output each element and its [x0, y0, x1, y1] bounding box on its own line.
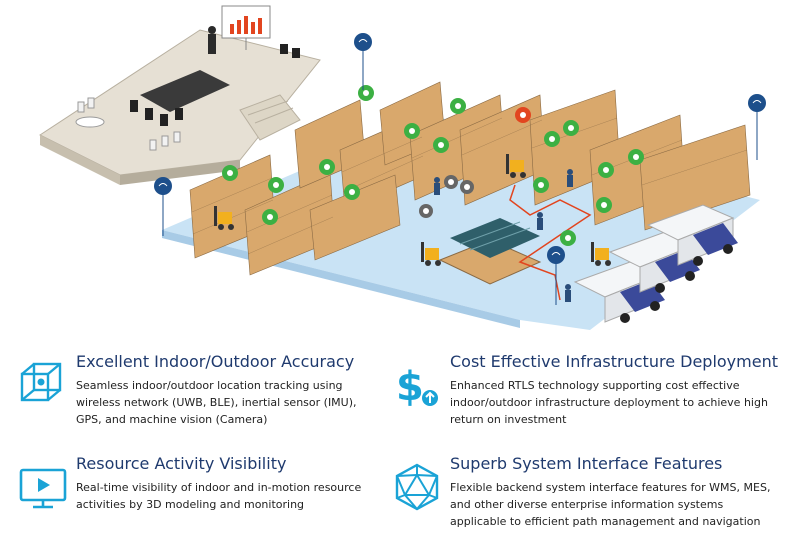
- location-pin-icon: [344, 184, 360, 200]
- location-tags: [222, 85, 644, 246]
- svg-text:$: $: [396, 364, 424, 410]
- location-pin-icon: [560, 230, 576, 246]
- location-pin-icon: [450, 98, 466, 114]
- meeting-room: [38, 5, 321, 185]
- wireless-anchor-icon: [354, 33, 372, 90]
- location-pin-icon: [544, 131, 560, 147]
- location-pin-icon: [262, 209, 278, 225]
- feature-title: Excellent Indoor/Outdoor Accuracy: [76, 352, 355, 371]
- worker-icon: [434, 169, 573, 302]
- feature-title: Resource Activity Visibility: [76, 454, 287, 473]
- location-pin-icon: [598, 162, 614, 178]
- dollar-upload-icon: $: [396, 364, 438, 410]
- monitor-play-icon: [19, 468, 67, 509]
- location-pin-icon: [533, 177, 549, 193]
- feature-description: Enhanced RTLS technology supporting cost…: [450, 379, 768, 426]
- cube-nodes-icon: [20, 362, 62, 402]
- pallet-stacks: [438, 218, 542, 285]
- forklift-icon: [214, 206, 234, 230]
- wireless-anchor-icon: [547, 246, 565, 305]
- location-pin-icon: [268, 177, 284, 193]
- location-pin-icon: [444, 175, 458, 189]
- warehouse-illustration: [38, 5, 766, 330]
- forklift-icon: [591, 242, 611, 266]
- location-pin-icon: [460, 180, 474, 194]
- feature-description: Real-time visibility of indoor and in-mo…: [76, 481, 362, 511]
- forklift-icon: [506, 154, 526, 178]
- location-pin-icon: [563, 120, 579, 136]
- location-pin-icon: [419, 204, 433, 218]
- forklift-icon: [421, 242, 441, 266]
- location-pin-icon: [358, 85, 374, 101]
- icosahedron-icon: [395, 463, 439, 511]
- anchors: [154, 33, 766, 305]
- feature-title: Superb System Interface Features: [450, 454, 723, 473]
- wireless-anchor-icon: [154, 177, 172, 236]
- location-pin-icon: [404, 123, 420, 139]
- location-pin-icon: [515, 107, 531, 123]
- location-pin-icon: [596, 197, 612, 213]
- tracking-path: [509, 184, 592, 301]
- feature-description: Flexible backend system interface featur…: [450, 481, 771, 528]
- shelving-units: [189, 81, 751, 276]
- location-pin-icon: [319, 159, 335, 175]
- feature-title: Cost Effective Infrastructure Deployment: [450, 352, 778, 371]
- location-pin-icon: [628, 149, 644, 165]
- truck-icon: [646, 204, 738, 266]
- wireless-anchor-icon: [748, 94, 766, 160]
- location-pin-icon: [222, 165, 238, 181]
- feature-description: Seamless indoor/outdoor location trackin…: [76, 379, 357, 426]
- location-pin-icon: [433, 137, 449, 153]
